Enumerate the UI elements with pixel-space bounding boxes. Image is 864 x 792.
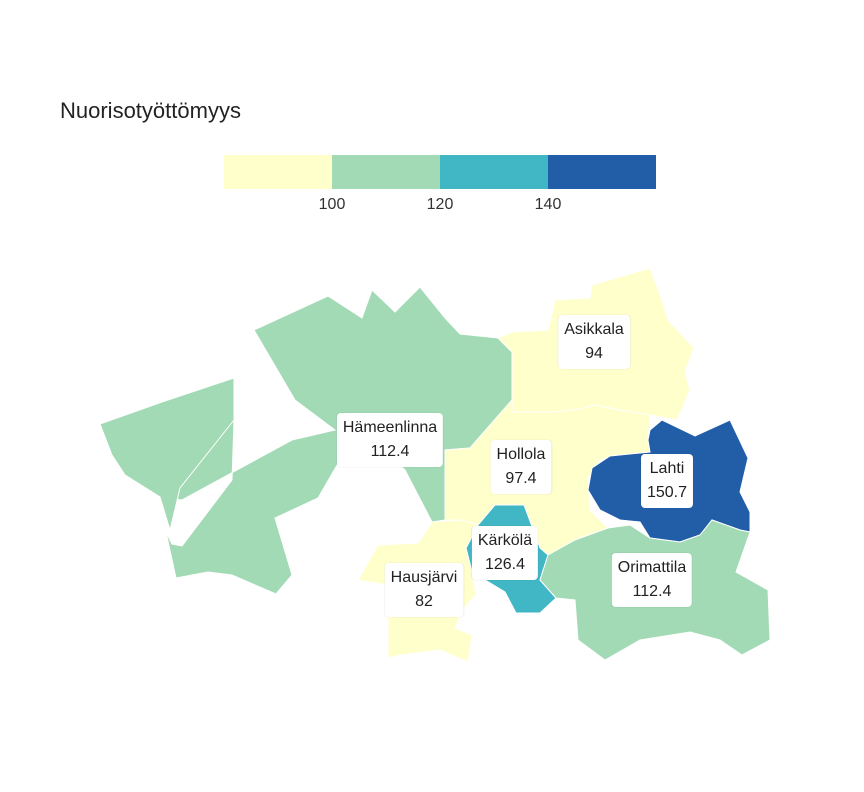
color-legend xyxy=(224,155,656,189)
legend-tick-120: 120 xyxy=(426,196,454,213)
legend-bin-3 xyxy=(440,155,548,189)
label-lahti-name: Lahti xyxy=(649,460,685,477)
legend-ticks: 100 120 140 xyxy=(224,196,656,220)
label-karkola: Kärkölä 126.4 xyxy=(471,526,539,580)
label-orimattila-value: 112.4 xyxy=(632,583,672,600)
label-lahti-value: 150.7 xyxy=(646,484,688,501)
label-karkola-name: Kärkölä xyxy=(477,532,533,549)
legend-tick-100: 100 xyxy=(318,196,346,213)
label-asikkala-value: 94 xyxy=(585,345,603,362)
label-hameenlinna: Hämeenlinna 112.4 xyxy=(336,413,444,467)
map-title: Nuorisotyöttömyys xyxy=(60,98,241,123)
region-hameenlinna-west[interactable] xyxy=(99,377,235,532)
legend-bin-2 xyxy=(332,155,440,189)
label-karkola-value: 126.4 xyxy=(484,556,526,573)
label-hausjarvi: Hausjärvi 82 xyxy=(384,563,464,617)
label-orimattila-name: Orimattila xyxy=(617,559,687,576)
label-asikkala: Asikkala 94 xyxy=(558,315,630,369)
label-hollola-name: Hollola xyxy=(496,446,546,463)
label-asikkala-name: Asikkala xyxy=(564,321,624,338)
label-hausjarvi-value: 82 xyxy=(415,593,433,610)
label-hameenlinna-name: Hämeenlinna xyxy=(342,419,438,436)
label-hollola: Hollola 97.4 xyxy=(490,440,552,494)
label-lahti: Lahti 150.7 xyxy=(640,454,694,508)
legend-bin-1 xyxy=(224,155,332,189)
legend-tick-140: 140 xyxy=(534,196,562,213)
label-hausjarvi-name: Hausjärvi xyxy=(390,569,458,586)
label-hameenlinna-value: 112.4 xyxy=(370,443,410,460)
label-orimattila: Orimattila 112.4 xyxy=(611,553,693,607)
label-hollola-value: 97.4 xyxy=(505,470,537,487)
legend-bin-4 xyxy=(548,155,656,189)
